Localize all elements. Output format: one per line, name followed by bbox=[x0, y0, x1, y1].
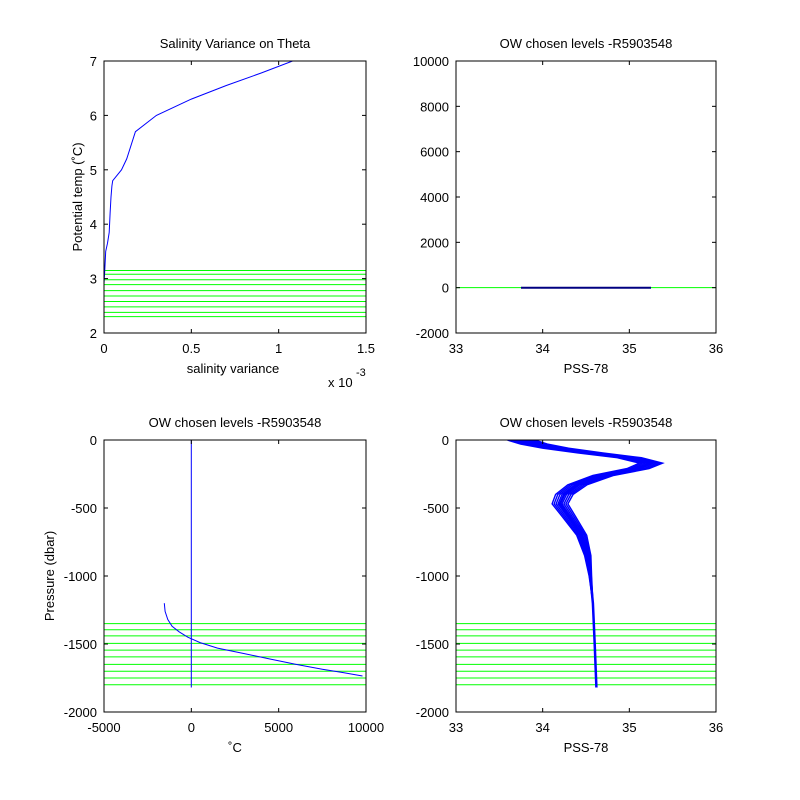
subplot-2: 33 34 35 36 -2000 0 2000 4000 6000 8000 10000 OW ch… bbox=[413, 36, 723, 376]
x-tick-label: 5000 bbox=[264, 720, 293, 735]
x-tick-label: 0 bbox=[188, 720, 195, 735]
y-axis-label: Pressure (dbar) bbox=[42, 531, 57, 621]
y-tick-label: 0 bbox=[442, 433, 449, 448]
x-tick-label: 34 bbox=[535, 341, 549, 356]
x-tick-label: 35 bbox=[622, 341, 636, 356]
y-tick-label: 7 bbox=[90, 54, 97, 69]
y-tick-label: 2000 bbox=[420, 235, 449, 250]
x-tick-label: 33 bbox=[449, 720, 463, 735]
y-tick-label: -2000 bbox=[416, 705, 449, 720]
y-tick-label: -2000 bbox=[416, 326, 449, 341]
y-tick-label: 6 bbox=[90, 108, 97, 123]
x-tick-label: 34 bbox=[535, 720, 549, 735]
x-tick-label: 36 bbox=[709, 341, 723, 356]
x-tick-label: 1 bbox=[275, 341, 282, 356]
x-tick-label: 35 bbox=[622, 720, 636, 735]
x-exponent-power: -3 bbox=[356, 367, 366, 379]
series-line bbox=[163, 603, 363, 677]
y-tick-label: 4000 bbox=[420, 190, 449, 205]
x-axis-label: PSS-78 bbox=[564, 361, 609, 376]
y-tick-label: 3 bbox=[90, 272, 97, 287]
subplot-4: 33 34 35 36 -2000 -1500 -1000 -500 0 OW chosen le… bbox=[416, 415, 723, 755]
x-tick-label: 36 bbox=[709, 720, 723, 735]
x-axis-label: PSS-78 bbox=[564, 740, 609, 755]
chart-title: Salinity Variance on Theta bbox=[160, 36, 311, 51]
x-tick-label: 0 bbox=[100, 341, 107, 356]
y-tick-label: -1000 bbox=[64, 569, 97, 584]
x-tick-label: 1.5 bbox=[357, 341, 375, 356]
y-tick-label: 6000 bbox=[420, 145, 449, 160]
y-tick-label: 8000 bbox=[420, 99, 449, 114]
x-tick-label: -5000 bbox=[87, 720, 120, 735]
x-axis-label: salinity variance bbox=[187, 361, 280, 376]
subplot-1: 0 0.5 1 1.5 2 3 4 5 6 7 Salinity Variance on Theta… bbox=[70, 36, 375, 390]
x-tick-label: 33 bbox=[449, 341, 463, 356]
y-tick-label: 5 bbox=[90, 163, 97, 178]
chart-title: OW chosen levels -R5903548 bbox=[500, 415, 673, 430]
y-tick-label: 2 bbox=[90, 326, 97, 341]
y-tick-label: -1500 bbox=[64, 637, 97, 652]
series-line bbox=[104, 61, 293, 285]
x-tick-label: 0.5 bbox=[182, 341, 200, 356]
x-exponent-label: x 10 bbox=[328, 375, 353, 390]
x-axis-label: ˚C bbox=[228, 740, 242, 755]
y-tick-label: -1500 bbox=[416, 637, 449, 652]
y-tick-label: -500 bbox=[71, 501, 97, 516]
y-tick-label: 4 bbox=[90, 217, 97, 232]
y-tick-label: 0 bbox=[90, 433, 97, 448]
y-tick-label: -2000 bbox=[64, 705, 97, 720]
series-line bbox=[520, 440, 655, 688]
y-tick-label: -1000 bbox=[416, 569, 449, 584]
axes-box bbox=[103, 60, 367, 334]
y-tick-label: -500 bbox=[423, 501, 449, 516]
chart-title: OW chosen levels -R5903548 bbox=[149, 415, 322, 430]
y-tick-label: 10000 bbox=[413, 54, 449, 69]
x-tick-label: 10000 bbox=[348, 720, 384, 735]
chart-title: OW chosen levels -R5903548 bbox=[500, 36, 673, 51]
y-tick-label: 0 bbox=[442, 281, 449, 296]
y-axis-label: Potential temp (˚C) bbox=[70, 142, 85, 251]
